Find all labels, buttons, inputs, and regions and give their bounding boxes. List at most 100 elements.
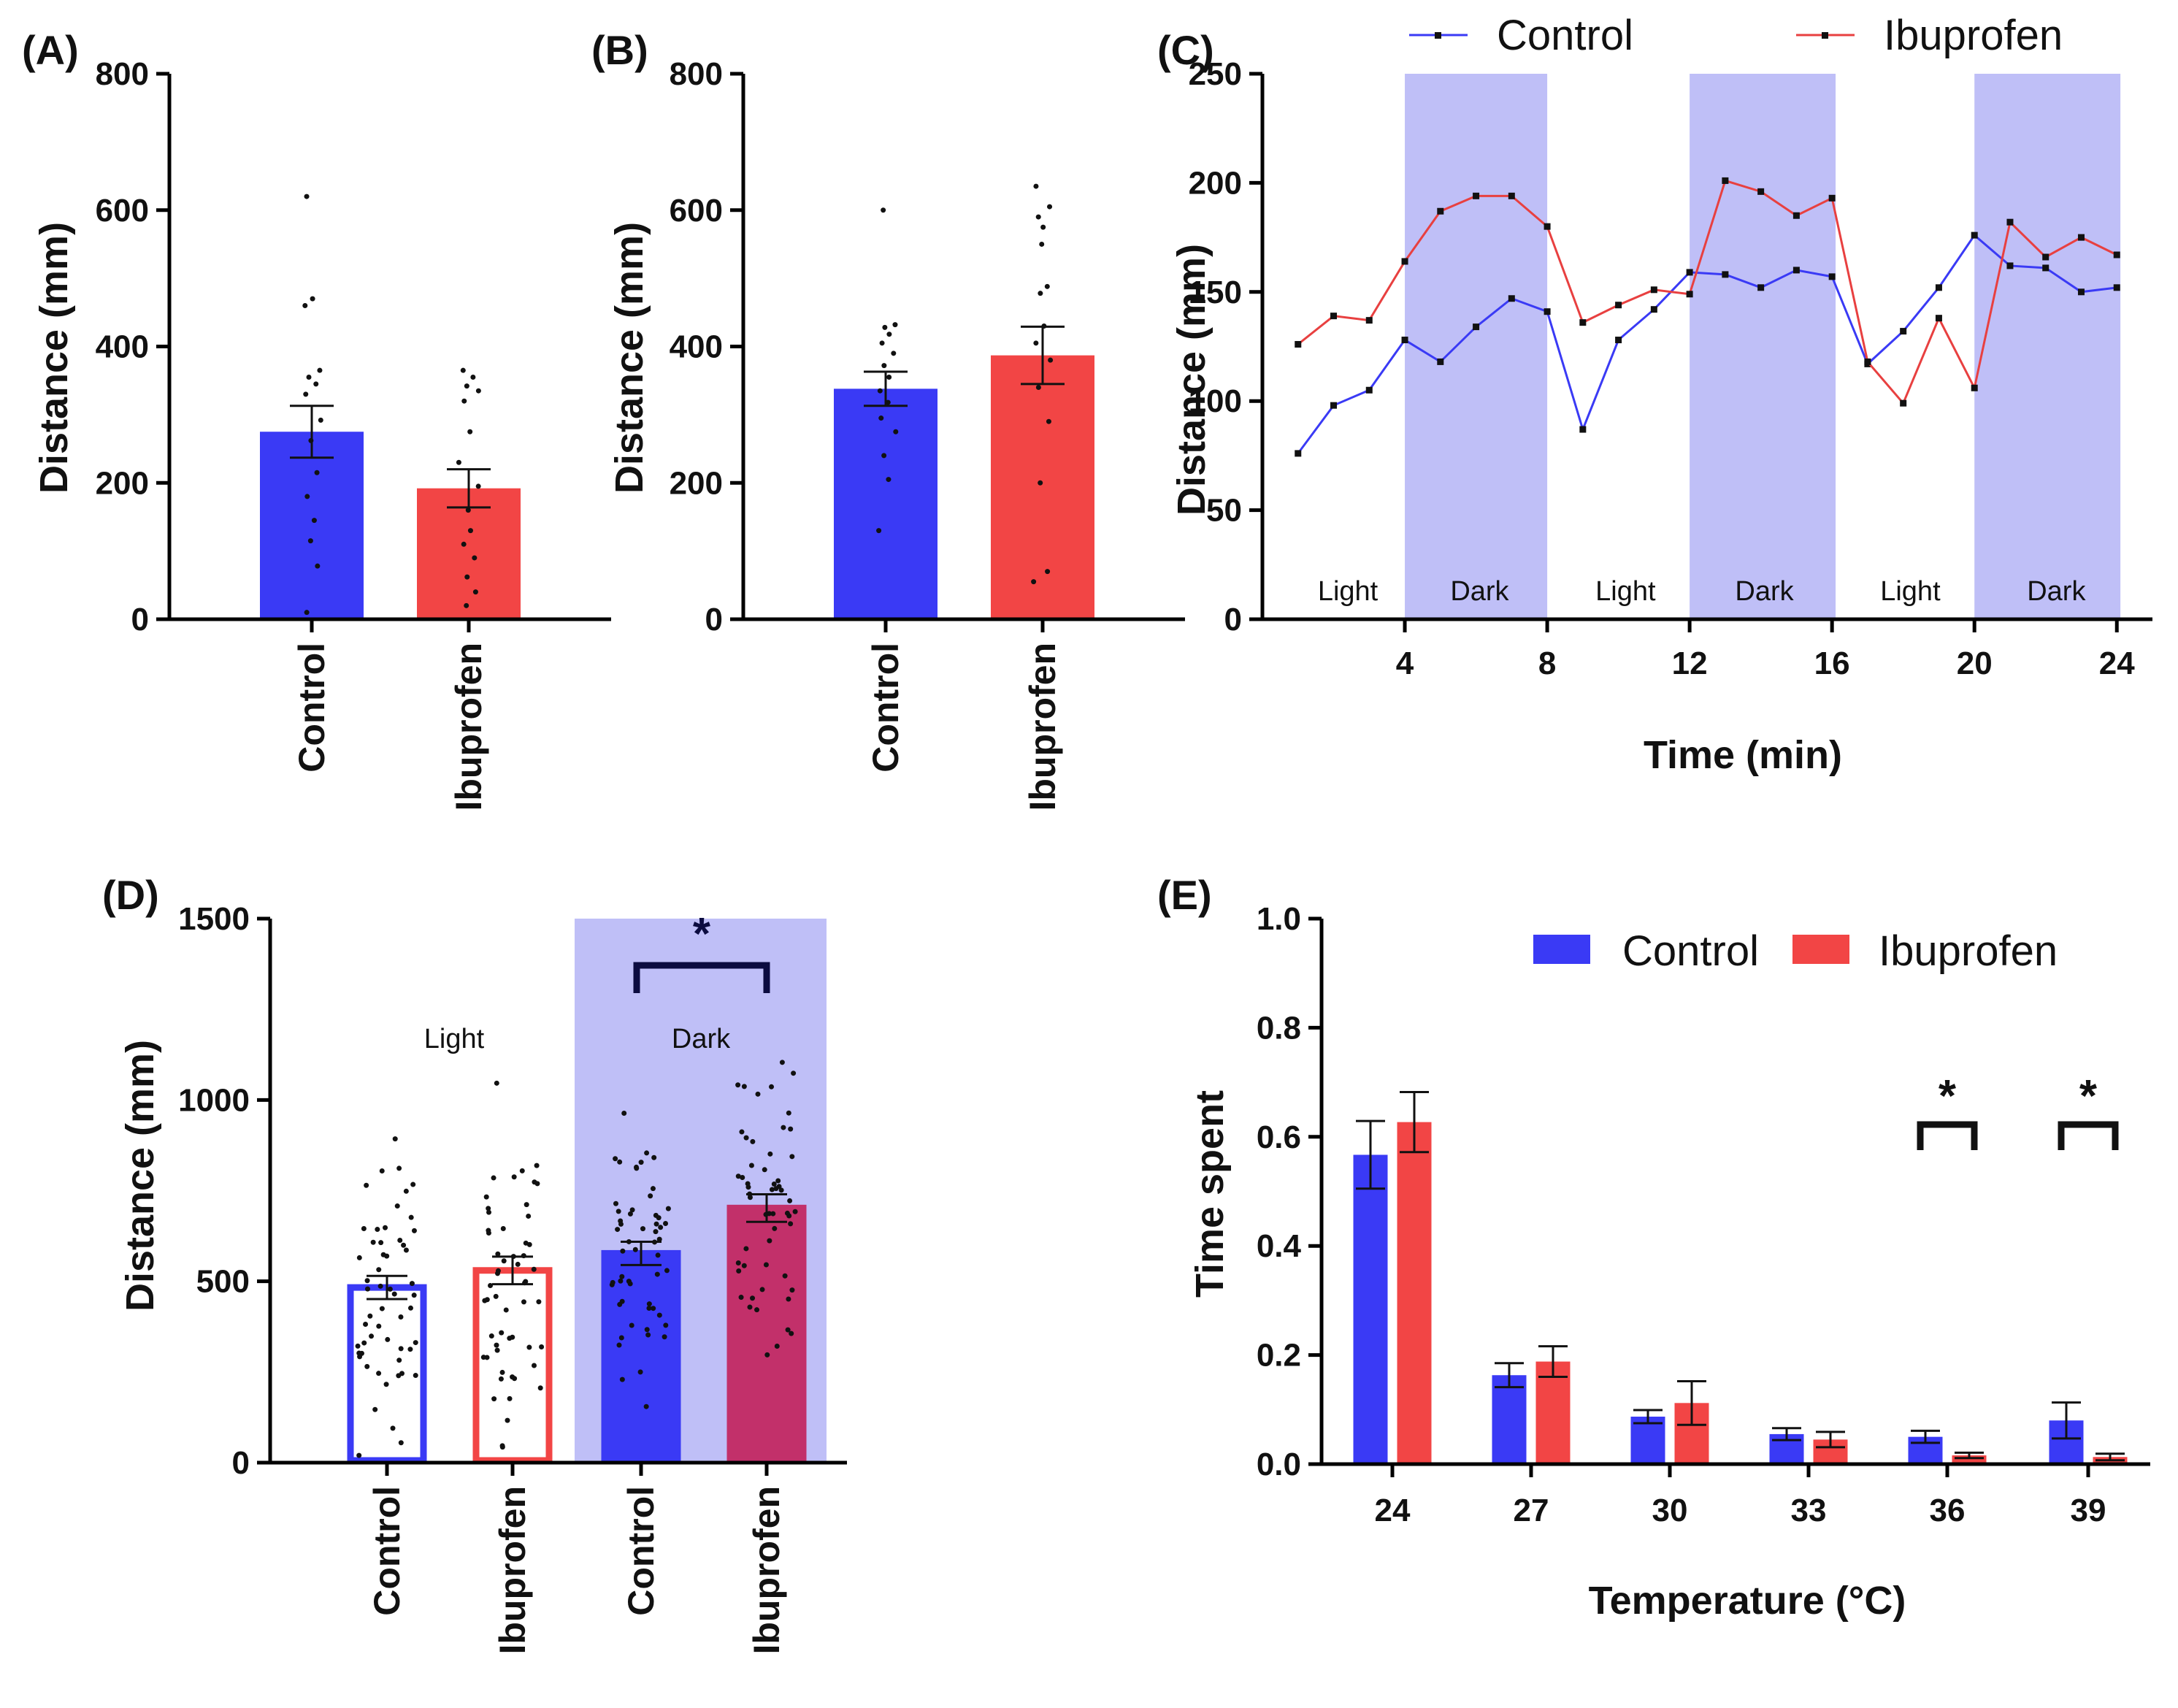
significance-star: *: [1939, 1071, 1957, 1122]
data-point: [475, 483, 481, 489]
data-point: [464, 574, 470, 580]
x-category-label: Control: [367, 1486, 407, 1616]
data-point: [403, 1247, 409, 1253]
panel-c-ylabel: Distance (mm): [1170, 244, 1213, 516]
data-point: [1650, 306, 1657, 313]
data-point: [1722, 271, 1729, 278]
data-point: [385, 1336, 391, 1342]
data-point: [357, 1354, 363, 1360]
y-tick-label: 150: [1189, 275, 1242, 310]
data-point: [380, 1252, 386, 1257]
panel-d-ylabel: Distance (mm): [118, 1040, 162, 1311]
data-point: [769, 1084, 775, 1089]
y-tick-label: 0: [1224, 602, 1242, 637]
data-point: [383, 1382, 389, 1387]
data-point: [1544, 308, 1551, 315]
data-point: [643, 1403, 649, 1409]
data-point: [1044, 283, 1050, 289]
group-label-light: Light: [424, 1024, 485, 1054]
data-point: [770, 1211, 776, 1217]
data-point: [735, 1260, 741, 1265]
x-tick-label: 20: [1957, 646, 1993, 681]
panel-b-ylabel: Distance (mm): [607, 222, 651, 494]
y-tick-label: 0: [131, 602, 149, 637]
data-point: [369, 1333, 375, 1339]
data-point: [656, 1312, 662, 1318]
data-point: [663, 1322, 669, 1328]
data-point: [2006, 218, 2014, 226]
data-point: [526, 1344, 532, 1350]
y-tick-label: 1000: [178, 1082, 250, 1118]
data-point: [398, 1314, 404, 1320]
data-point: [1437, 358, 1444, 365]
data-point: [788, 1126, 794, 1132]
data-point: [396, 1357, 402, 1363]
data-point: [755, 1091, 761, 1097]
dark-period-shade: [1405, 74, 1548, 619]
x-tick-label: 16: [1814, 646, 1850, 681]
data-point: [376, 1371, 382, 1376]
data-point: [494, 1347, 500, 1353]
data-point: [653, 1212, 659, 1218]
data-point: [791, 1071, 797, 1076]
dark-period-shade: [1974, 74, 2121, 619]
data-point: [638, 1160, 644, 1165]
panel-e-label: (E): [1157, 872, 1212, 918]
data-point: [645, 1332, 651, 1338]
data-point: [408, 1214, 414, 1220]
data-point: [764, 1352, 770, 1357]
data-point: [537, 1385, 543, 1391]
data-point: [627, 1211, 633, 1217]
x-category-label: Control: [291, 643, 332, 773]
data-point: [526, 1213, 532, 1219]
bar-ibuprofen-36: [1952, 1455, 1987, 1464]
data-point: [391, 1291, 397, 1297]
data-point: [494, 1342, 499, 1348]
data-point: [750, 1295, 756, 1301]
data-point: [482, 1298, 488, 1303]
group-label-dark: Dark: [672, 1024, 731, 1054]
data-point: [782, 1273, 788, 1279]
x-category-label: Ibuprofen: [492, 1486, 533, 1655]
data-point: [510, 1374, 515, 1380]
data-point: [361, 1340, 367, 1346]
y-tick-label: 0.6: [1257, 1119, 1301, 1155]
data-point: [375, 1227, 380, 1233]
data-point: [467, 528, 473, 534]
period-annotation: Light: [1595, 576, 1656, 607]
period-annotation: Light: [1318, 576, 1378, 607]
data-point: [1365, 386, 1373, 394]
period-annotation: Dark: [1735, 576, 1794, 607]
panel-c: (C) Distance (mm) Time (min) Control Ibu…: [1157, 12, 2152, 777]
data-point: [501, 1258, 507, 1264]
data-point: [1473, 192, 1480, 199]
data-point: [1048, 357, 1054, 363]
x-tick-label: 27: [1514, 1493, 1549, 1528]
data-point: [1033, 183, 1039, 189]
y-tick-label: 0.0: [1257, 1447, 1301, 1482]
x-category-label: Control: [865, 643, 906, 773]
data-point: [616, 1209, 621, 1214]
data-point: [1579, 319, 1587, 326]
data-point: [1437, 207, 1444, 215]
data-point: [1038, 480, 1043, 486]
data-point: [1935, 284, 1942, 291]
panel-b: (B) Distance (mm) Control Ibuprofen 0 200 40…: [591, 27, 1185, 811]
data-point: [356, 1452, 362, 1458]
data-point: [1971, 384, 1978, 391]
bar-light-control: [347, 1284, 427, 1464]
data-point: [743, 1135, 749, 1141]
data-point: [534, 1163, 540, 1168]
data-point: [396, 1165, 402, 1171]
y-tick-label: 400: [670, 329, 723, 365]
data-point: [498, 1376, 504, 1382]
x-tick-label: 8: [1538, 646, 1556, 681]
data-point: [618, 1335, 624, 1341]
data-point: [1295, 450, 1302, 457]
y-tick-label: 0.4: [1257, 1228, 1302, 1264]
data-point: [472, 589, 478, 595]
data-point: [766, 1211, 772, 1217]
data-point: [464, 383, 469, 389]
data-point: [484, 1355, 490, 1360]
data-point: [878, 415, 884, 421]
